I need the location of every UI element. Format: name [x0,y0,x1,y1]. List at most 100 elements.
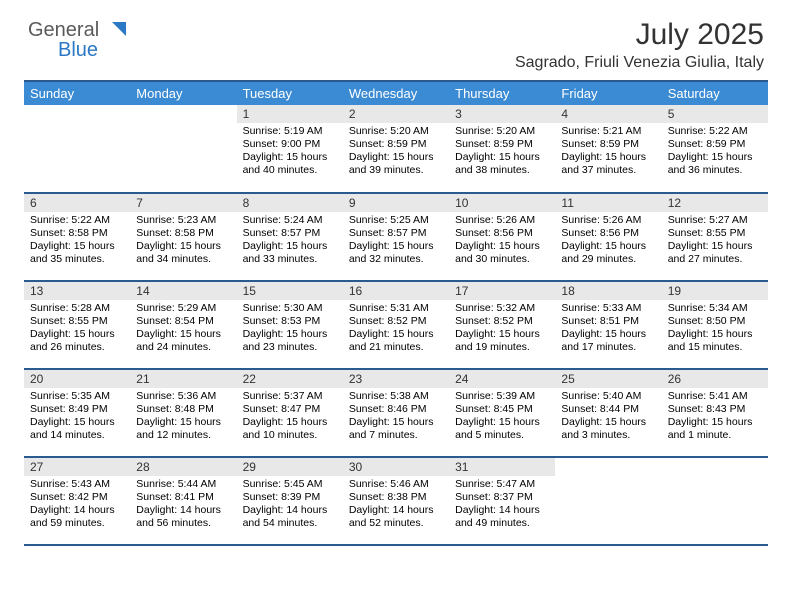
sunrise-text: Sunrise: 5:26 AM [455,214,549,227]
sunset-text: Sunset: 8:58 PM [30,227,124,240]
day-number: 23 [343,370,449,388]
sunrise-text: Sunrise: 5:23 AM [136,214,230,227]
sunset-text: Sunset: 8:55 PM [30,315,124,328]
sunset-text: Sunset: 8:53 PM [243,315,337,328]
sunset-text: Sunset: 8:44 PM [561,403,655,416]
calendar-cell: 17Sunrise: 5:32 AMSunset: 8:52 PMDayligh… [449,281,555,369]
calendar-cell: 2Sunrise: 5:20 AMSunset: 8:59 PMDaylight… [343,105,449,193]
calendar-cell: 31Sunrise: 5:47 AMSunset: 8:37 PMDayligh… [449,457,555,545]
sunrise-text: Sunrise: 5:20 AM [455,125,549,138]
calendar-cell: 13Sunrise: 5:28 AMSunset: 8:55 PMDayligh… [24,281,130,369]
sunrise-text: Sunrise: 5:37 AM [243,390,337,403]
day-number: 18 [555,282,661,300]
calendar-cell: 16Sunrise: 5:31 AMSunset: 8:52 PMDayligh… [343,281,449,369]
logo-triangle-icon [112,22,126,36]
sunset-text: Sunset: 8:59 PM [668,138,762,151]
daylight-text: Daylight: 15 hours and 21 minutes. [349,328,443,354]
dayname-header: Sunday [24,81,130,105]
daylight-text: Daylight: 15 hours and 3 minutes. [561,416,655,442]
cell-content: Sunrise: 5:20 AMSunset: 8:59 PMDaylight:… [449,123,555,182]
sunset-text: Sunset: 8:43 PM [668,403,762,416]
cell-content: Sunrise: 5:29 AMSunset: 8:54 PMDaylight:… [130,300,236,359]
day-number: 31 [449,458,555,476]
cell-content: Sunrise: 5:22 AMSunset: 8:58 PMDaylight:… [24,212,130,271]
cell-content: Sunrise: 5:43 AMSunset: 8:42 PMDaylight:… [24,476,130,535]
sunset-text: Sunset: 8:38 PM [349,491,443,504]
daylight-text: Daylight: 15 hours and 35 minutes. [30,240,124,266]
daylight-text: Daylight: 15 hours and 40 minutes. [243,151,337,177]
calendar-cell: 29Sunrise: 5:45 AMSunset: 8:39 PMDayligh… [237,457,343,545]
day-number: 30 [343,458,449,476]
daylight-text: Daylight: 15 hours and 14 minutes. [30,416,124,442]
daylight-text: Daylight: 15 hours and 7 minutes. [349,416,443,442]
sunrise-text: Sunrise: 5:25 AM [349,214,443,227]
cell-content: Sunrise: 5:45 AMSunset: 8:39 PMDaylight:… [237,476,343,535]
cell-content: Sunrise: 5:35 AMSunset: 8:49 PMDaylight:… [24,388,130,447]
daylight-text: Daylight: 15 hours and 26 minutes. [30,328,124,354]
calendar-cell: 11Sunrise: 5:26 AMSunset: 8:56 PMDayligh… [555,193,661,281]
sunset-text: Sunset: 8:45 PM [455,403,549,416]
calendar-cell: 19Sunrise: 5:34 AMSunset: 8:50 PMDayligh… [662,281,768,369]
calendar-cell [662,457,768,545]
day-number: 6 [24,194,130,212]
calendar-cell: 25 Sunrise: 5:40 AMSunset: 8:44 PMDayligh… [555,369,661,457]
sunset-text: Sunset: 9:00 PM [243,138,337,151]
calendar-cell: 21Sunrise: 5:36 AMSunset: 8:48 PMDayligh… [130,369,236,457]
day-number: 20 [24,370,130,388]
logo-text-general: General [28,19,99,41]
sunrise-text: Sunrise: 5:27 AM [668,214,762,227]
cell-content: Sunrise: 5:37 AMSunset: 8:47 PMDaylight:… [237,388,343,447]
cell-content: Sunrise: 5:27 AMSunset: 8:55 PMDaylight:… [662,212,768,271]
day-number: 7 [130,194,236,212]
sunrise-text: Sunrise: 5:30 AM [243,302,337,315]
logo: General Blue [28,18,138,62]
page-header: General Blue July 2025 Sagrado, Friuli V… [0,0,792,80]
sunrise-text: Sunrise: 5:21 AM [561,125,655,138]
daylight-text: Daylight: 15 hours and 24 minutes. [136,328,230,354]
sunrise-text: Sunrise: 5:22 AM [30,214,124,227]
location: Sagrado, Friuli Venezia Giulia, Italy [515,54,764,72]
cell-content: Sunrise: 5:39 AMSunset: 8:45 PMDaylight:… [449,388,555,447]
sunset-text: Sunset: 8:41 PM [136,491,230,504]
calendar-cell: 5Sunrise: 5:22 AMSunset: 8:59 PMDaylight… [662,105,768,193]
sunset-text: Sunset: 8:46 PM [349,403,443,416]
cell-content: Sunrise: 5:32 AMSunset: 8:52 PMDaylight:… [449,300,555,359]
sunset-text: Sunset: 8:50 PM [668,315,762,328]
calendar-week: 13Sunrise: 5:28 AMSunset: 8:55 PMDayligh… [24,281,768,369]
dayname-header: Wednesday [343,81,449,105]
day-number: 3 [449,105,555,123]
daylight-text: Daylight: 15 hours and 5 minutes. [455,416,549,442]
calendar-cell [24,105,130,193]
daylight-text: Daylight: 14 hours and 59 minutes. [30,504,124,530]
sunrise-text: Sunrise: 5:40 AM [561,390,655,403]
cell-content: Sunrise: 5:26 AMSunset: 8:56 PMDaylight:… [555,212,661,271]
sunset-text: Sunset: 8:54 PM [136,315,230,328]
calendar-cell: 7Sunrise: 5:23 AMSunset: 8:58 PMDaylight… [130,193,236,281]
day-number: 26 [662,370,768,388]
sunrise-text: Sunrise: 5:45 AM [243,478,337,491]
day-number: 28 [130,458,236,476]
sunrise-text: Sunrise: 5:43 AM [30,478,124,491]
day-number: 29 [237,458,343,476]
calendar-cell [555,457,661,545]
day-number: 25 [555,370,661,388]
cell-content: Sunrise: 5:47 AMSunset: 8:37 PMDaylight:… [449,476,555,535]
sunset-text: Sunset: 8:59 PM [349,138,443,151]
calendar-cell: 10Sunrise: 5:26 AMSunset: 8:56 PMDayligh… [449,193,555,281]
logo-icon: General Blue [28,18,138,62]
calendar-week: 27Sunrise: 5:43 AMSunset: 8:42 PMDayligh… [24,457,768,545]
sunrise-text: Sunrise: 5:24 AM [243,214,337,227]
calendar-cell: 20Sunrise: 5:35 AMSunset: 8:49 PMDayligh… [24,369,130,457]
sunrise-text: Sunrise: 5:34 AM [668,302,762,315]
day-number: 21 [130,370,236,388]
dayname-header: Monday [130,81,236,105]
sunrise-text: Sunrise: 5:19 AM [243,125,337,138]
daylight-text: Daylight: 15 hours and 19 minutes. [455,328,549,354]
sunrise-text: Sunrise: 5:46 AM [349,478,443,491]
cell-content: Sunrise: 5:25 AMSunset: 8:57 PMDaylight:… [343,212,449,271]
sunset-text: Sunset: 8:58 PM [136,227,230,240]
daylight-text: Daylight: 15 hours and 27 minutes. [668,240,762,266]
daylight-text: Daylight: 15 hours and 39 minutes. [349,151,443,177]
cell-content: Sunrise: 5:41 AMSunset: 8:43 PMDaylight:… [662,388,768,447]
calendar-cell: 24Sunrise: 5:39 AMSunset: 8:45 PMDayligh… [449,369,555,457]
